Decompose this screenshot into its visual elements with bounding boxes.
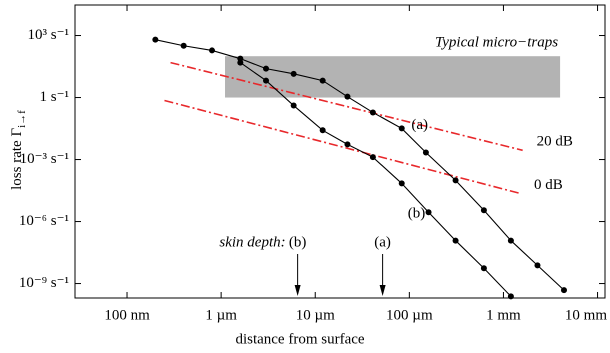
data-point xyxy=(398,180,405,187)
data-point xyxy=(369,109,376,116)
data-point xyxy=(237,59,244,66)
series-line xyxy=(240,62,512,297)
y-axis-label: loss rate Γi→f xyxy=(9,110,27,190)
x-tick-label: 100 µm xyxy=(386,307,433,323)
x-axis-label: distance from surface xyxy=(235,331,364,347)
data-point xyxy=(369,154,376,161)
y-label-sub: i→f xyxy=(16,110,28,128)
data-point xyxy=(507,237,514,244)
y-label-main: loss rate Γ xyxy=(9,128,25,190)
data-point xyxy=(290,102,297,109)
y-tick-label: 1 s⁻¹ xyxy=(39,89,69,105)
skin-depth-arrowhead xyxy=(379,285,386,296)
data-point xyxy=(319,77,326,84)
y-tick-label: 10⁻³ s⁻¹ xyxy=(20,151,69,167)
reference-line xyxy=(164,99,521,195)
y-tick-label: 10⁻⁶ s⁻¹ xyxy=(19,213,69,229)
skin-depth-marker-label: (b) xyxy=(289,234,307,250)
data-point xyxy=(152,36,159,43)
skin-depth-label: skin depth: xyxy=(219,234,285,250)
data-point xyxy=(263,65,270,72)
x-tick-label: 1 mm xyxy=(486,307,521,323)
data-point xyxy=(425,209,432,216)
data-point xyxy=(180,42,187,49)
x-tick-label: 10 mm xyxy=(565,307,607,323)
series-label: (b) xyxy=(408,206,426,222)
y-tick-label: 10³ s⁻¹ xyxy=(28,27,70,43)
y-tick-label: 10⁻⁹ s⁻¹ xyxy=(19,275,69,291)
data-point xyxy=(480,265,487,272)
series-line xyxy=(155,39,565,291)
x-tick-label: 1 µm xyxy=(205,307,237,323)
data-point xyxy=(534,262,541,269)
data-point xyxy=(344,93,351,100)
x-tick-label: 10 µm xyxy=(296,307,335,323)
reference-line xyxy=(170,61,523,152)
band-label: Typical micro−traps xyxy=(435,35,558,51)
series-label: (a) xyxy=(411,117,428,133)
reference-label: 0 dB xyxy=(534,177,563,193)
data-point xyxy=(290,70,297,77)
data-point xyxy=(398,125,405,132)
data-point xyxy=(452,237,459,244)
data-point xyxy=(560,287,567,294)
band xyxy=(225,56,561,98)
plot-frame xyxy=(74,4,606,299)
data-point xyxy=(452,177,459,184)
data-point xyxy=(344,141,351,148)
reference-label: 20 dB xyxy=(537,134,573,150)
x-tick-label: 100 nm xyxy=(104,307,150,323)
data-point xyxy=(319,127,326,134)
data-point xyxy=(209,47,216,54)
skin-depth-arrowhead xyxy=(294,285,301,296)
data-point xyxy=(480,207,487,214)
data-point xyxy=(263,77,270,84)
data-point xyxy=(422,149,429,156)
skin-depth-marker-label: (a) xyxy=(374,234,391,250)
